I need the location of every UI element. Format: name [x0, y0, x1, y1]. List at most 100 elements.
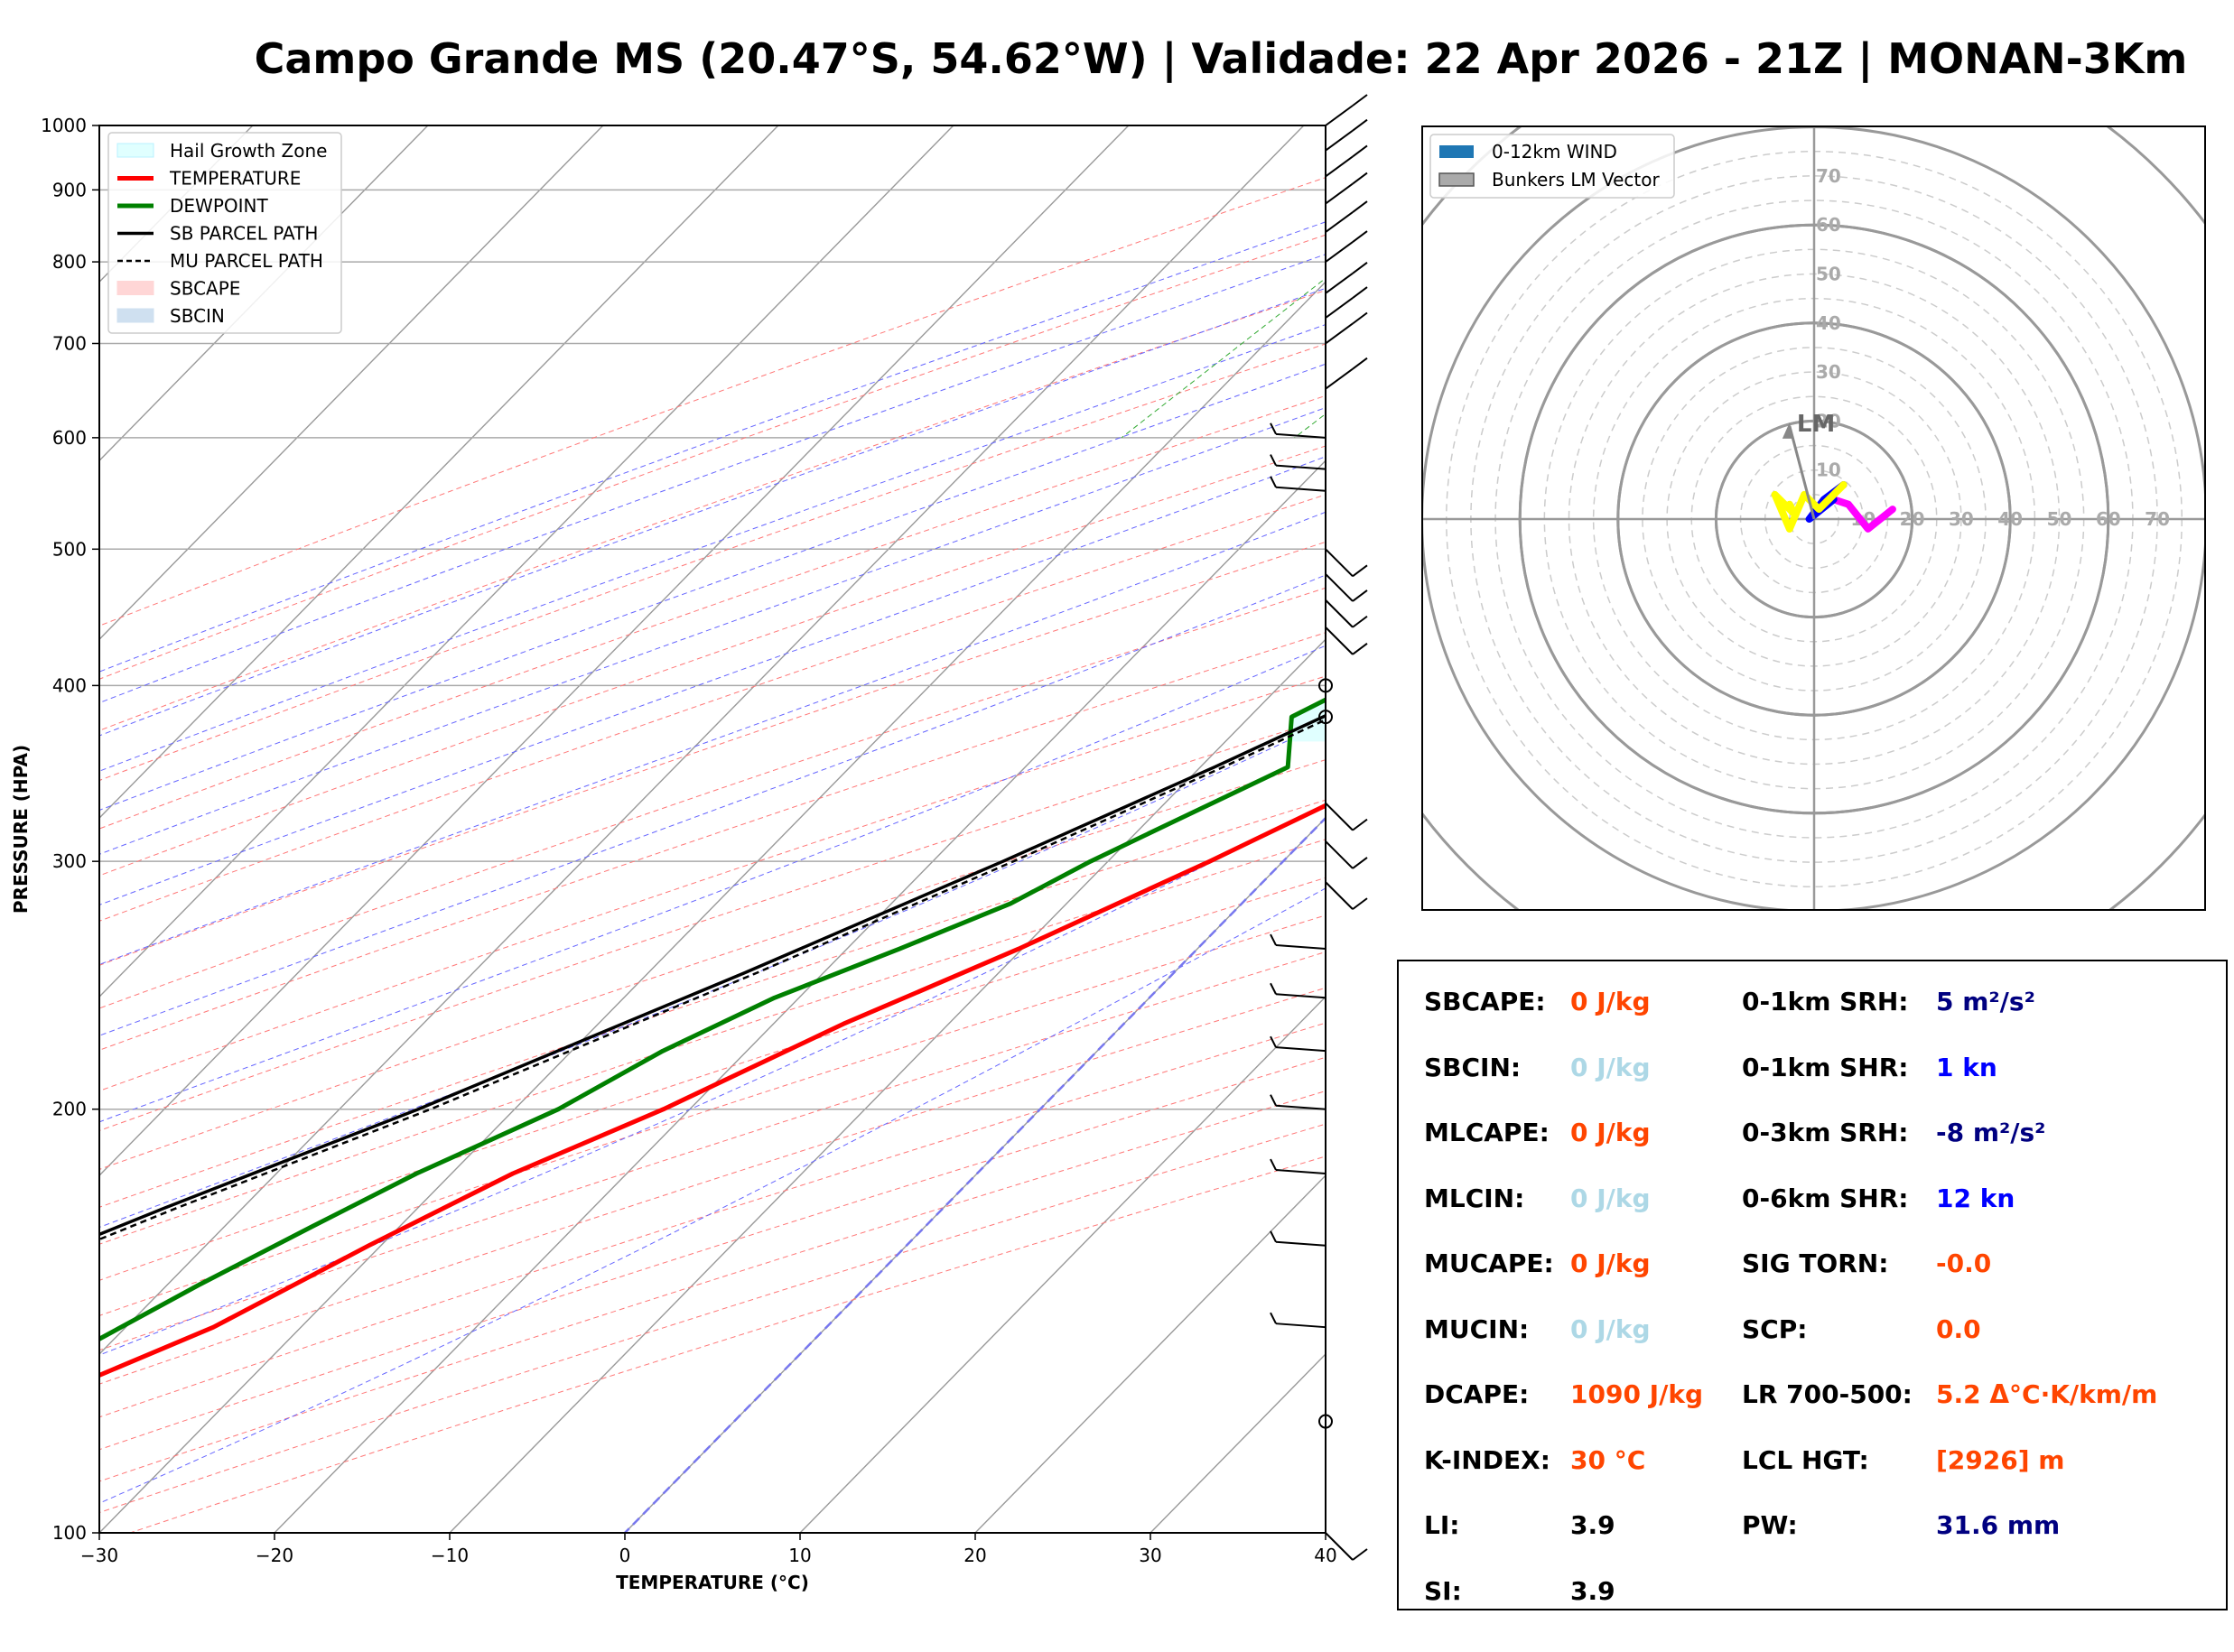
wind-barb-flag: [1352, 94, 1368, 107]
legend-label: 0-12km WIND: [1492, 141, 1617, 162]
x-tick-label: 10: [788, 1545, 811, 1566]
y-tick-label: 800: [52, 251, 87, 273]
moist-adiabat: [99, 645, 1326, 1123]
stat-value-right: [2926] m: [1936, 1444, 2065, 1475]
stat-label-left: MLCAPE:: [1424, 1118, 1550, 1147]
x-tick-label: −30: [80, 1545, 118, 1566]
hodograph-ring: [1568, 273, 2061, 766]
stat-value-left: 0 J/kg: [1570, 1052, 1651, 1082]
wind-barb: [1275, 993, 1326, 999]
hodograph-ring: [1714, 419, 1914, 619]
ring-label: 60: [1816, 214, 1841, 236]
hodograph-ring: [1592, 297, 2036, 741]
wind-barb-flag: [1352, 172, 1368, 185]
wind-barb-calm: [1318, 678, 1333, 693]
wind-barb: [1275, 1104, 1326, 1110]
wind-barb-flag: [1270, 933, 1277, 946]
stat-label-right: 0-6km SHR:: [1742, 1183, 1909, 1213]
y-tick-label: 700: [52, 332, 87, 354]
legend-swatch: [116, 143, 154, 158]
stat-label-left: SBCAPE:: [1424, 987, 1546, 1016]
ring-label: 10: [1816, 459, 1841, 481]
stat-label-left: K-INDEX:: [1424, 1444, 1550, 1475]
hodograph-segment-1-3km: [1805, 481, 1848, 523]
wind-barb: [1325, 129, 1354, 152]
wind-barb-flag: [1270, 982, 1277, 995]
legend-swatch: [116, 281, 154, 295]
dry-adiabat: [99, 799, 1326, 1208]
legend-swatch: [116, 308, 154, 323]
legend-label: DEWPOINT: [170, 195, 268, 217]
stat-value-right: -8 m²/s²: [1936, 1118, 2046, 1147]
stat-label-right: 0-1km SHR:: [1742, 1052, 1909, 1082]
dry-adiabat: [99, 877, 1326, 1281]
stat-label-right: PW:: [1742, 1510, 1798, 1540]
isotherm-line: [99, 125, 604, 641]
legend-label: SB PARCEL PATH: [170, 223, 318, 245]
hodograph-segment-0-1km: [1829, 496, 1896, 533]
stat-label-right: LR 700-500:: [1742, 1379, 1913, 1409]
ring-label: 20: [1816, 410, 1841, 432]
wind-barb-flag: [1352, 262, 1368, 274]
wind-barb: [1325, 367, 1354, 390]
ring-label: 50: [1816, 264, 1841, 285]
ring-label: 70: [1816, 165, 1841, 187]
isotherm-line: [99, 125, 779, 820]
wind-barb: [1275, 1046, 1326, 1053]
stat-label-right: SCP:: [1742, 1313, 1808, 1344]
x-tick-label: 20: [963, 1545, 986, 1566]
isotherm-line: [99, 125, 1305, 1356]
dry-adiabat: [99, 177, 1326, 626]
stat-label-left: SI:: [1424, 1575, 1462, 1606]
temperature-line: [99, 803, 1326, 1378]
wind-barb: [1325, 211, 1354, 233]
hodograph-ring: [1616, 321, 2012, 717]
x-tick-label: −20: [256, 1545, 293, 1566]
wind-barb: [1325, 155, 1354, 178]
stats-panel: SBCAPE: 0 J/kg SBCIN: 0 J/kg MLCAPE: 0 J/kg ML…: [1397, 960, 2228, 1610]
wind-barb-flag: [1270, 1158, 1277, 1171]
x-tick-label: 30: [1139, 1545, 1161, 1566]
wind-barb: [1325, 840, 1354, 869]
wind-barb: [1325, 105, 1354, 126]
isotherm-line: [99, 125, 429, 462]
legend-swatch: [1438, 172, 1475, 187]
moist-adiabat: [99, 511, 1326, 965]
isotherm-line: [274, 459, 1326, 1533]
wind-barb-flag: [1352, 857, 1368, 869]
dry-adiabat: [99, 343, 1326, 782]
wind-barb: [1325, 573, 1354, 602]
wind-barb-flag: [1352, 615, 1368, 628]
wind-barb: [1325, 182, 1354, 205]
hodograph-ring: [1494, 200, 2134, 839]
wind-barb: [1325, 626, 1354, 655]
x-tick-label: 40: [1314, 1545, 1336, 1566]
ring-label: 10: [1850, 508, 1876, 530]
hodograph-ring: [1642, 347, 1987, 691]
wind-barb-flag: [1352, 818, 1368, 831]
wind-barb-flag: [1352, 643, 1368, 655]
y-tick-label: 900: [52, 179, 87, 200]
dry-adiabat: [99, 290, 1326, 731]
dry-adiabat: [99, 445, 1326, 877]
legend-label: Hail Growth Zone: [170, 140, 327, 162]
ring-label: 60: [2096, 508, 2121, 530]
wind-barb: [1325, 548, 1354, 578]
isotherm-line: [799, 996, 1326, 1533]
legend-swatch: [1439, 145, 1474, 158]
wind-barb: [1275, 1169, 1326, 1175]
dry-adiabat: [99, 394, 1326, 830]
lm-label: LM: [1797, 411, 1835, 438]
wind-barb-flag: [1352, 230, 1368, 243]
moist-adiabat: [99, 254, 1326, 704]
mixing-ratio-line: [1294, 413, 1326, 439]
wind-barb-flag: [1270, 1035, 1277, 1048]
stat-label-left: LI:: [1424, 1510, 1460, 1540]
page-title: Campo Grande MS (20.47°S, 54.62°W) | Val…: [254, 34, 2188, 83]
wind-barb-flag: [1352, 1548, 1368, 1561]
wind-barb-calm: [1318, 710, 1333, 725]
hodograph-segment-3-6km: [1771, 481, 1848, 533]
legend-box: [107, 132, 342, 334]
stat-value-right: 5.2 Δ°C·K/km/m: [1936, 1379, 2158, 1409]
